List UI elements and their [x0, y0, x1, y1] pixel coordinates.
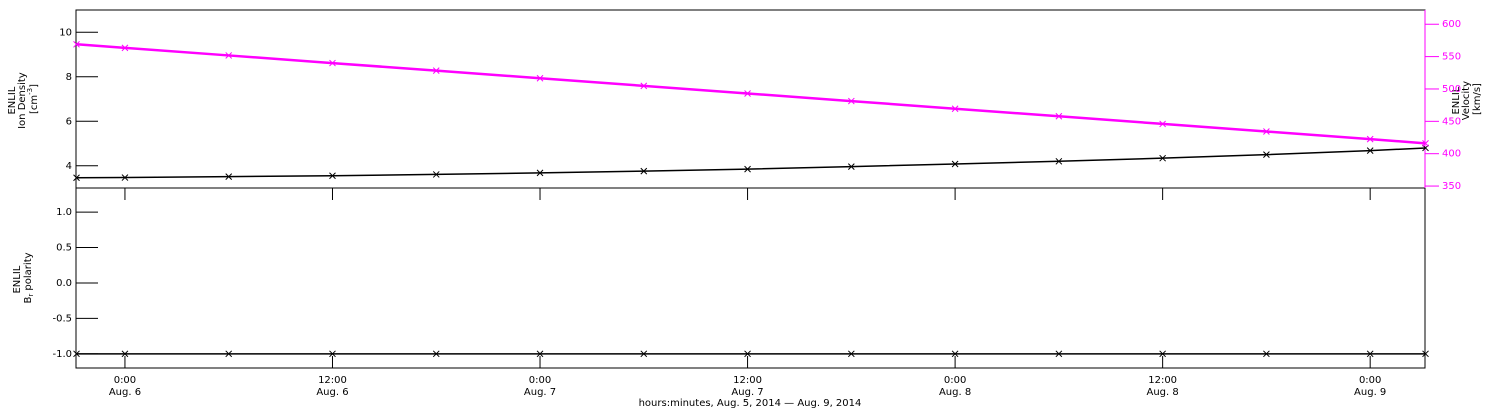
data-point — [847, 350, 855, 358]
data-point — [1159, 120, 1166, 128]
data-point — [536, 350, 544, 358]
y-tick-label: 6 — [66, 116, 72, 127]
data-point — [1055, 157, 1063, 165]
x-tick-label: 0:00 — [114, 375, 136, 386]
data-point — [951, 350, 959, 358]
data-point — [73, 350, 80, 358]
y-label-line: ENLIL — [12, 265, 23, 293]
y-label-sub: r — [27, 294, 35, 297]
data-point — [432, 350, 440, 358]
data-point — [1422, 139, 1429, 147]
y2-label-line: ENLIL — [1451, 86, 1462, 114]
y-tick-label: -1.0 — [52, 349, 72, 360]
x-tick-label: 0:00 — [944, 375, 966, 386]
data-point — [329, 172, 336, 180]
bottom-frame — [75, 187, 1426, 369]
x-tick-label: 12:00 — [318, 375, 347, 386]
data-point — [73, 40, 80, 48]
x-tick-label: 0:00 — [1359, 375, 1381, 386]
data-point — [121, 350, 129, 358]
y2-tick-label: 400 — [1442, 149, 1461, 160]
y-tick-label: 0.0 — [56, 278, 72, 289]
data-point — [432, 67, 440, 75]
x-tick-date: Aug. 6 — [316, 387, 348, 398]
data-point — [1159, 350, 1166, 358]
x-tick-date: Aug. 7 — [524, 387, 556, 398]
data-point — [744, 165, 751, 173]
x-tick-label: 12:00 — [733, 375, 762, 386]
data-point — [744, 350, 751, 358]
data-point — [225, 52, 233, 59]
y2-label-line: [km/s] — [1472, 83, 1483, 115]
data-point — [536, 169, 544, 177]
data-point — [1422, 350, 1429, 358]
y2-tick-label: 550 — [1442, 52, 1461, 63]
data-point — [744, 90, 751, 97]
data-point — [1055, 112, 1063, 120]
y2-tick-label: 450 — [1442, 116, 1461, 127]
x-tick-label: 0:00 — [529, 375, 551, 386]
data-point — [73, 174, 80, 182]
data-point — [951, 160, 959, 168]
y2-tick-label: 500 — [1442, 84, 1461, 95]
y-tick-label: 10 — [59, 27, 72, 38]
data-point — [432, 171, 440, 178]
data-point — [121, 174, 129, 181]
x-tick-date: Aug. 8 — [939, 387, 971, 398]
data-point — [640, 167, 648, 175]
x-tick-date: Aug. 7 — [731, 387, 763, 398]
data-point — [847, 97, 855, 105]
y-tick-label: 8 — [66, 72, 72, 83]
y-label-sup: -3 — [26, 88, 34, 95]
data-point — [640, 82, 648, 90]
data-point — [951, 105, 959, 113]
x-tick-date: Aug. 8 — [1147, 387, 1179, 398]
x-tick-date: Aug. 6 — [109, 387, 141, 398]
data-point — [1055, 350, 1063, 358]
data-point — [329, 350, 336, 358]
y-label-line: Ion Density — [17, 72, 28, 129]
y-tick-label: -0.5 — [52, 313, 72, 324]
x-label: hours:minutes, Aug. 5, 2014 — Aug. 9, 20… — [639, 398, 862, 409]
y-tick-label: 0.5 — [56, 243, 72, 254]
y-tick-label: 4 — [66, 161, 72, 172]
data-point — [536, 74, 544, 82]
y-label-line: polarity — [23, 252, 34, 293]
y-label-line: B — [23, 297, 34, 304]
y-label: ENLIL Ion Density [cm-3] — [7, 69, 40, 129]
x-tick-label: 12:00 — [1148, 375, 1177, 386]
data-point — [847, 163, 855, 170]
data-point — [1366, 147, 1374, 154]
y-label-line: ] — [29, 84, 40, 88]
data-point — [1263, 151, 1270, 158]
data-point — [121, 44, 129, 52]
y-tick-label: 1.0 — [56, 207, 72, 218]
y2-tick-label: 350 — [1442, 181, 1461, 192]
data-point — [640, 350, 648, 358]
x-tick-date: Aug. 9 — [1354, 387, 1386, 398]
data-point — [1263, 350, 1270, 358]
y-label: ENLIL Br polarity — [12, 252, 35, 303]
y2-tick-label: 600 — [1442, 19, 1461, 30]
data-point — [1366, 135, 1374, 143]
data-point — [225, 173, 233, 181]
data-point — [1263, 128, 1270, 135]
data-point — [1366, 350, 1374, 358]
data-point — [225, 350, 233, 358]
y-label-line: ENLIL — [7, 86, 18, 114]
y2-label-line: Velocity — [1461, 81, 1472, 120]
y-label-line: [cm — [29, 95, 40, 114]
y2-label: ENLIL Velocity [km/s] — [1451, 78, 1483, 120]
data-point — [1159, 154, 1166, 162]
data-point — [329, 59, 336, 67]
